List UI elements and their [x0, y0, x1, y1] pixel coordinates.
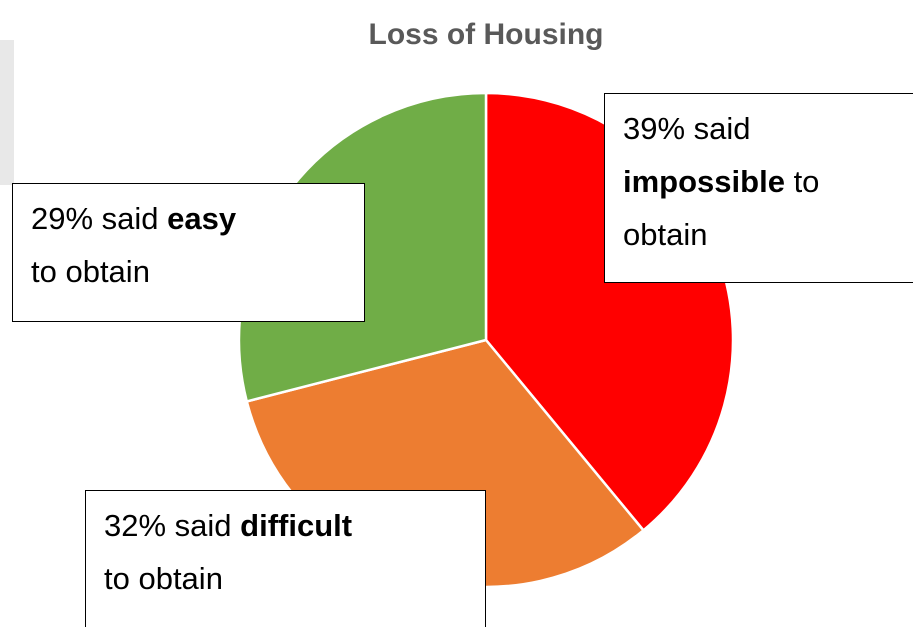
callout: 32% said difficult to obtain	[85, 490, 486, 627]
label-text: said	[693, 111, 751, 146]
label-text: to obtain	[31, 254, 150, 289]
value-label: 29%	[31, 201, 94, 236]
callout: 39% said impossible to obtain	[604, 93, 913, 283]
label-text: to obtain	[623, 164, 820, 252]
callout: 29% said easy to obtain	[12, 183, 365, 322]
category-label: difficult	[240, 508, 353, 543]
category-label: impossible	[623, 164, 785, 199]
label-text: said	[174, 508, 232, 543]
category-label: easy	[167, 201, 237, 236]
label-text: to obtain	[104, 561, 223, 596]
label-text: said	[101, 201, 159, 236]
callout-text: 39% said impossible to obtain	[623, 102, 893, 261]
chart-title: Loss of Housing	[369, 18, 604, 51]
side-panel	[0, 40, 14, 185]
value-label: 39%	[623, 111, 686, 146]
value-label: 32%	[104, 508, 167, 543]
